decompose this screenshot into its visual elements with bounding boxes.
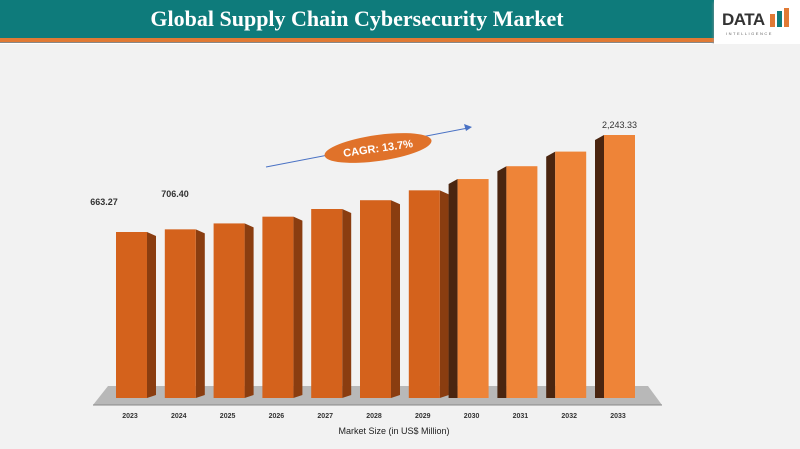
bar-front [506, 166, 538, 398]
bar-2028 [360, 200, 400, 398]
x-tick-label: 2031 [513, 413, 529, 420]
x-tick-label: 2025 [220, 413, 236, 420]
bar-2027 [311, 208, 352, 398]
header-accent-line [0, 38, 714, 43]
page-title: Global Supply Chain Cybersecurity Market [150, 6, 564, 31]
data-label: 663.27 [90, 197, 118, 207]
x-tick-label: 2030 [464, 413, 480, 420]
data-label: 2,243.33 [602, 120, 637, 130]
bar-side [448, 179, 458, 398]
bar-side [595, 135, 604, 398]
bar-side [497, 166, 507, 398]
bar-front [262, 216, 294, 398]
bar-2025 [213, 223, 254, 398]
header-bar [0, 0, 714, 38]
cagr-ellipse [324, 133, 432, 163]
bar-front [311, 208, 343, 398]
bar-side [342, 208, 352, 398]
bar-2026 [262, 216, 303, 398]
bar-side [244, 223, 254, 398]
bar-2031 [497, 166, 538, 398]
logo-subtext: INTELLIGENCE [726, 31, 773, 36]
bar-2032 [546, 151, 587, 398]
bar-side [546, 151, 556, 398]
bar-front [408, 190, 440, 398]
bar-2033 [595, 135, 635, 398]
bar-2029 [408, 190, 449, 398]
bar-front [604, 135, 635, 398]
bar-2023 [116, 232, 156, 398]
x-tick-label: 2033 [610, 413, 626, 420]
x-tick-label: 2029 [415, 413, 431, 420]
x-tick-label: 2024 [171, 413, 187, 420]
x-tick-label: 2032 [561, 413, 577, 420]
bar-side [195, 229, 205, 398]
bar-front [213, 223, 245, 398]
logo-text: DATA [722, 10, 765, 29]
bar-front [360, 200, 391, 398]
bar-side [147, 232, 156, 398]
bar-side [293, 216, 303, 398]
logo: DATA INTELLIGENCE [714, 0, 800, 44]
bar-side [391, 200, 400, 398]
bar-front [164, 229, 196, 398]
x-tick-label: 2027 [317, 413, 333, 420]
bar-2024 [164, 229, 205, 398]
bar-front [457, 179, 489, 398]
x-tick-label: 2023 [122, 413, 138, 420]
data-label: 706.40 [161, 189, 189, 199]
cagr-arrow-head [464, 124, 472, 131]
bar-front [555, 151, 587, 398]
bar-front [116, 232, 147, 398]
bar-side [439, 190, 449, 398]
x-tick-label: 2028 [366, 413, 382, 420]
logo-bars-icon [770, 8, 789, 27]
bar-2030 [448, 179, 489, 398]
x-tick-label: 2026 [269, 413, 285, 420]
x-axis-label: Market Size (in US$ Million) [338, 426, 449, 436]
